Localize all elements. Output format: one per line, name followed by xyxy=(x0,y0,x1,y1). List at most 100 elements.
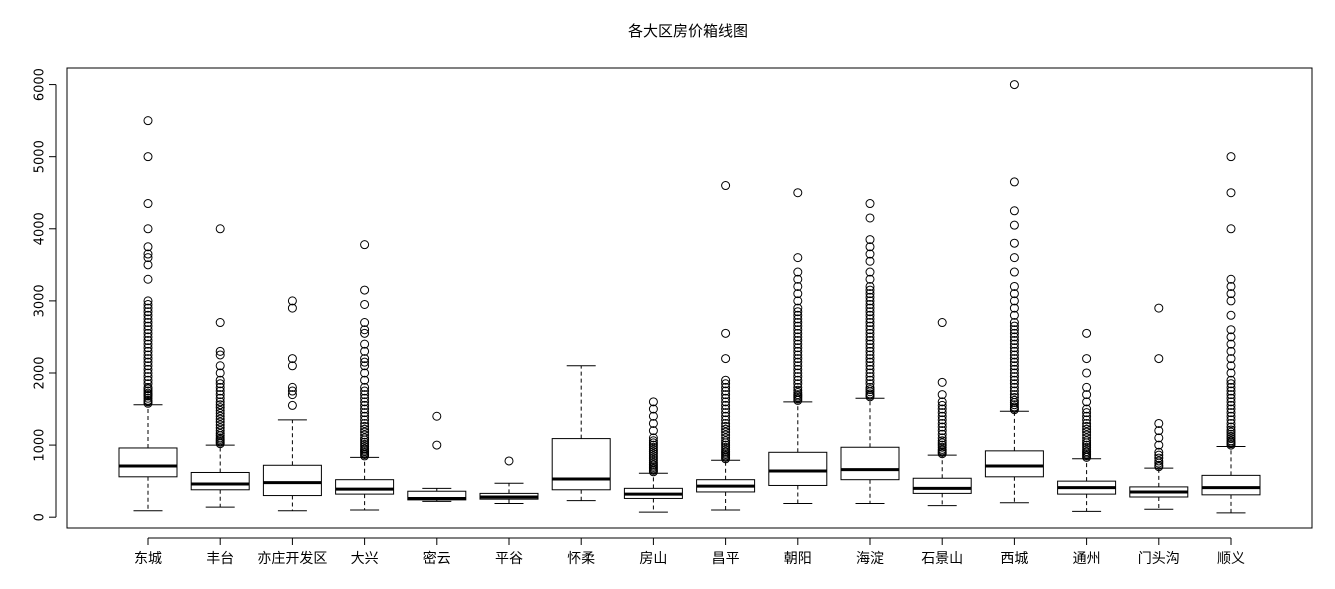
outlier-point xyxy=(1226,274,1236,284)
outlier-point xyxy=(793,390,803,400)
outlier-point xyxy=(865,249,875,259)
outlier-point xyxy=(1009,303,1019,313)
box-group xyxy=(1057,328,1117,512)
outlier-point xyxy=(1082,368,1092,378)
iqr-box xyxy=(118,447,178,478)
outlier-point xyxy=(793,339,803,349)
outlier-point xyxy=(793,350,803,360)
outlier-point xyxy=(215,346,225,356)
outlier-point xyxy=(937,442,947,452)
iqr-box xyxy=(984,450,1044,478)
outlier-point xyxy=(360,390,370,400)
outlier-point xyxy=(865,235,875,245)
outlier-point xyxy=(1009,289,1019,299)
box-group xyxy=(768,188,828,504)
outlier-point xyxy=(648,449,658,459)
outlier-point xyxy=(215,429,225,439)
box-group xyxy=(407,411,467,502)
outlier-point xyxy=(1154,303,1164,313)
box-group xyxy=(696,181,756,511)
outlier-point xyxy=(1082,418,1092,428)
x-category-label: 顺义 xyxy=(1217,551,1245,567)
outlier-point xyxy=(648,426,658,436)
outlier-point xyxy=(215,433,225,443)
box-group xyxy=(1201,152,1261,514)
outlier-point xyxy=(865,303,875,313)
outlier-point xyxy=(360,240,370,250)
x-axis: 东城 丰台 亦庄开发区 大兴 密云 平谷 怀柔 房山 昌平 朝阳 海淀 石景山 西城 通州 门头沟 顺义 xyxy=(134,537,1245,567)
outlier-point xyxy=(937,411,947,421)
outlier-point xyxy=(937,418,947,428)
outlier-point xyxy=(865,357,875,367)
outlier-point xyxy=(1082,411,1092,421)
outlier-point xyxy=(143,388,153,398)
outlier-point xyxy=(143,375,153,385)
outlier-point xyxy=(721,430,731,440)
outlier-point xyxy=(1009,296,1019,306)
outlier-point xyxy=(721,424,731,434)
outlier-point xyxy=(215,397,225,407)
outlier-point xyxy=(1082,430,1092,440)
outlier-point xyxy=(793,385,803,395)
outlier-point xyxy=(1154,440,1164,450)
outlier-point xyxy=(937,400,947,410)
outlier-point xyxy=(360,433,370,443)
outlier-point xyxy=(793,318,803,328)
outlier-point xyxy=(648,444,658,454)
outlier-point xyxy=(721,390,731,400)
outlier-point xyxy=(793,375,803,385)
outlier-point xyxy=(143,152,153,162)
outlier-point xyxy=(1009,379,1019,389)
x-category-label: 门头沟 xyxy=(1138,551,1180,567)
outlier-point xyxy=(1082,415,1092,425)
outlier-point xyxy=(937,397,947,407)
outlier-point xyxy=(1009,310,1019,320)
box-group xyxy=(623,397,683,513)
outlier-point xyxy=(721,421,731,431)
outlier-point xyxy=(648,447,658,457)
outlier-point xyxy=(1226,408,1236,418)
outlier-point xyxy=(648,411,658,421)
outlier-point xyxy=(721,393,731,403)
outlier-point xyxy=(865,332,875,342)
iqr-box xyxy=(190,471,250,491)
outlier-point xyxy=(865,292,875,302)
outlier-point xyxy=(865,299,875,309)
x-category-label: 房山 xyxy=(639,551,667,567)
outlier-point xyxy=(721,354,731,364)
outlier-point xyxy=(1009,80,1019,90)
outlier-point xyxy=(865,382,875,392)
outlier-point xyxy=(432,440,442,450)
outlier-point xyxy=(1009,253,1019,263)
outlier-point xyxy=(1226,431,1236,441)
outlier-point xyxy=(1082,328,1092,338)
outlier-point xyxy=(721,442,731,452)
outlier-point xyxy=(360,427,370,437)
outlier-point xyxy=(504,456,514,466)
outlier-point xyxy=(793,346,803,356)
outlier-point xyxy=(360,439,370,449)
chart-title: 各大区房价箱线图 xyxy=(628,22,748,40)
y-tick-label: 6000 xyxy=(33,68,48,101)
outlier-point xyxy=(793,310,803,320)
y-tick-label: 5000 xyxy=(33,140,48,173)
outlier-point xyxy=(648,438,658,448)
outlier-point xyxy=(1226,325,1236,335)
outlier-point xyxy=(1009,220,1019,230)
outlier-point xyxy=(1226,296,1236,306)
outlier-point xyxy=(1009,332,1019,342)
outlier-point xyxy=(1226,346,1236,356)
outlier-point xyxy=(143,346,153,356)
outlier-point xyxy=(1226,375,1236,385)
outlier-point xyxy=(721,433,731,443)
outlier-point xyxy=(360,318,370,328)
iqr-box xyxy=(262,464,322,497)
outlier-point xyxy=(648,453,658,463)
outlier-point xyxy=(793,328,803,338)
outlier-point xyxy=(721,444,731,454)
outlier-point xyxy=(143,343,153,353)
outlier-point xyxy=(1009,392,1019,402)
outlier-point xyxy=(865,281,875,291)
outlier-point xyxy=(360,354,370,364)
outlier-point xyxy=(865,199,875,209)
